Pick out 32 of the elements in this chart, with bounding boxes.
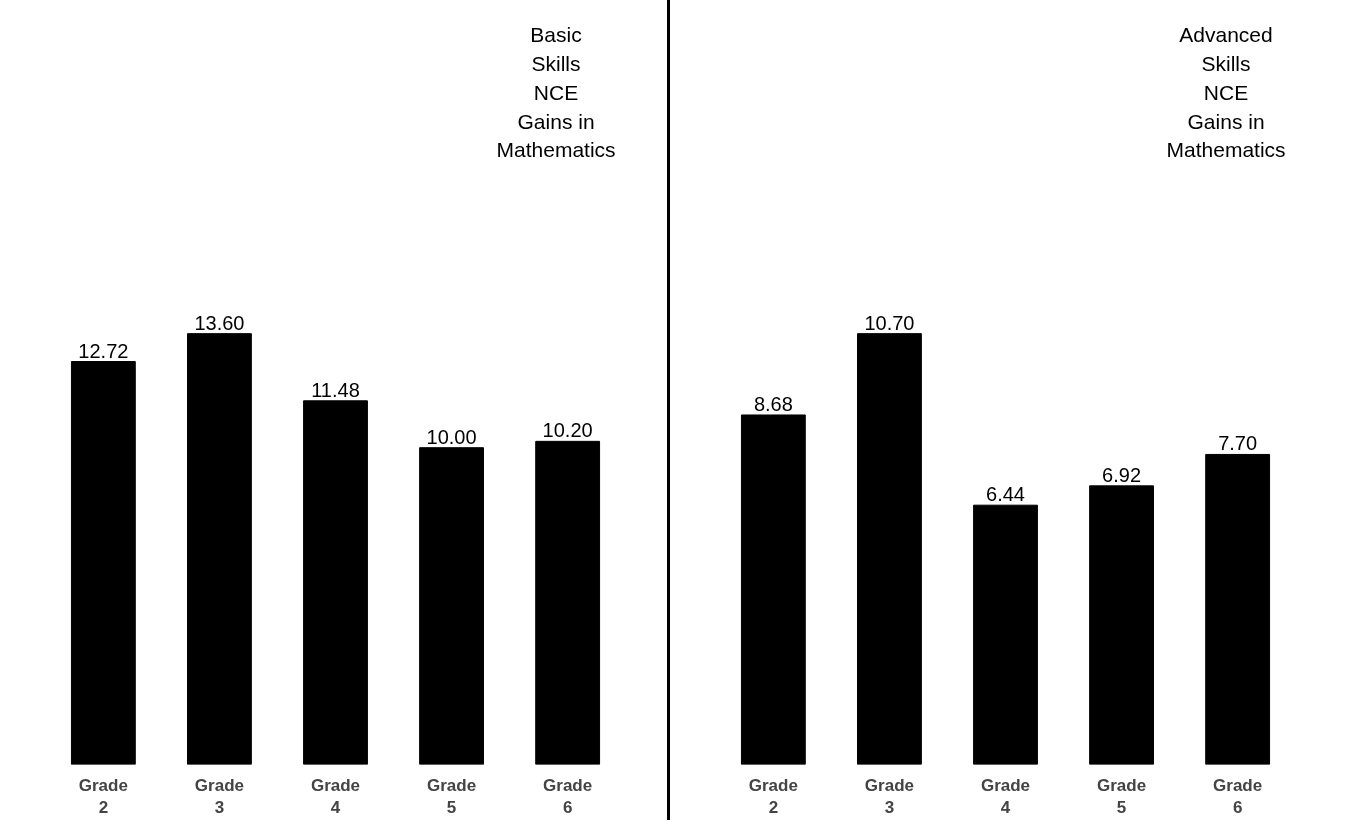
bar [1089, 485, 1154, 765]
bar [1205, 453, 1271, 765]
bar [419, 447, 484, 765]
chart-title: Basic Skills NCE Gains in Mathematics [496, 23, 616, 162]
x-tick-label: Grade 6 [1213, 775, 1263, 818]
x-tick-label: Grade 6 [543, 775, 593, 818]
bar [303, 400, 368, 765]
x-tick-label: Grade 3 [194, 775, 244, 818]
bar [70, 361, 136, 765]
x-tick-label: Grade 4 [310, 775, 361, 818]
data-label: 8.68 [753, 392, 793, 415]
bar [973, 504, 1038, 765]
x-tick-label: Grade 4 [980, 775, 1031, 818]
bar [857, 333, 922, 765]
data-label: 10.20 [542, 419, 593, 442]
data-label: 10.70 [864, 311, 915, 334]
data-label: 12.72 [78, 339, 129, 362]
x-tick-label: Grade 5 [427, 775, 477, 818]
data-label: 6.92 [1102, 463, 1142, 486]
data-label: 13.60 [194, 311, 245, 334]
x-tick-label: Grade 2 [78, 775, 128, 818]
bar [740, 414, 806, 765]
data-label: 6.44 [986, 483, 1025, 506]
x-tick-label: Grade 2 [748, 775, 798, 818]
x-tick-label: Grade 3 [864, 775, 914, 818]
data-label: 7.70 [1218, 432, 1258, 455]
bar [535, 440, 601, 765]
data-label: 11.48 [311, 378, 360, 401]
chart-title: Advanced Skills NCE Gains in Mathematics [1166, 23, 1286, 162]
x-tick-label: Grade 5 [1097, 775, 1147, 818]
bar [187, 333, 252, 765]
data-label: 10.00 [426, 425, 477, 448]
